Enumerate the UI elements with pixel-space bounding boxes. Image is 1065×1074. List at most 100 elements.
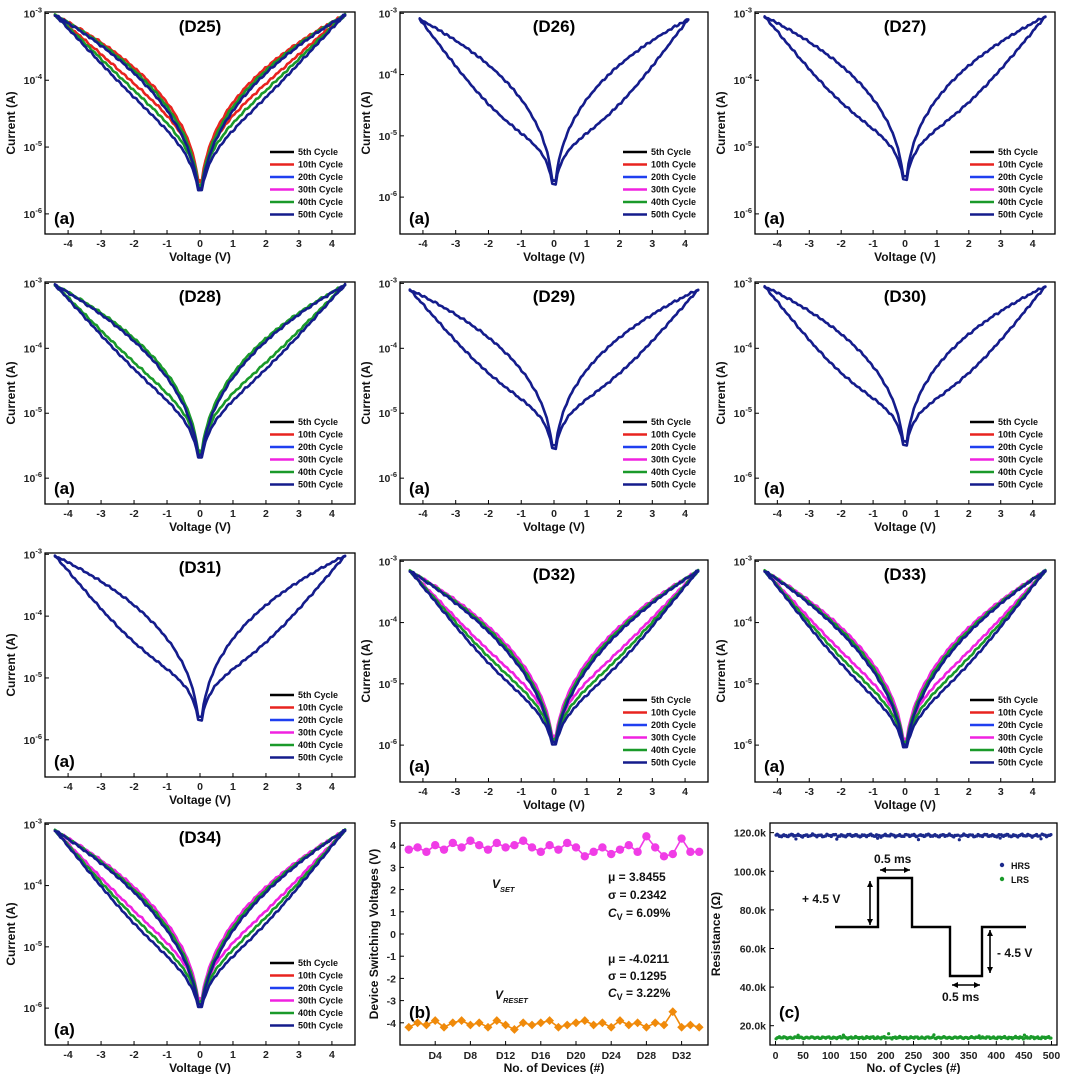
vset-point [686,847,695,857]
ytick-base: 10 [734,8,746,20]
xtick-label: 0 [773,1050,779,1062]
vreset-point [633,1018,642,1028]
ytick-label: 1 [390,907,396,919]
xtick-label: -1 [162,238,171,250]
legend-label-c30: 30th Cycle [298,455,343,465]
ytick-base: 10 [24,1003,36,1015]
vset-point [624,841,633,850]
xtick-label: -1 [517,786,526,798]
series-c50-iv-D33 [763,569,1047,749]
reset-cv-sub: V [617,992,623,1002]
legend-label-c30: 30th Cycle [998,455,1043,465]
xtick-label: 4 [682,238,688,250]
legend-hrs-marker [999,862,1005,868]
legend-label-c50: 50th Cycle [651,480,696,490]
ytick-base: 10 [24,611,36,623]
vset-point [536,847,545,857]
xtick-label: -4 [63,1049,72,1061]
vreset-point [606,1022,616,1032]
xtick-label: D12 [496,1050,515,1062]
xtick-label: 4 [682,786,688,798]
ytick-label: 10-4 [24,608,43,623]
ytick-base: 10 [24,343,36,355]
series-c50-iv-D29 [408,288,700,451]
xtick-label: 2 [263,238,269,250]
vset-point [448,838,457,848]
panel-title: (D33) [884,565,927,584]
vset-point [545,841,554,850]
reset-cv-main: C [608,986,617,1000]
xaxis-title: Voltage (V) [523,250,585,264]
xtick-label: D32 [672,1050,691,1062]
panel-label: (a) [409,479,430,498]
ytick-label: 10-3 [379,275,397,290]
xtick-label: 3 [296,238,302,250]
legend-label-c10: 10th Cycle [998,160,1043,170]
panel-endurance: 20.0k 40.0k 60.0k 80.0k 100.0k 120.0k 0 50 100 15… [709,822,1060,1074]
xtick-label: D20 [566,1050,585,1062]
ytick-exp: -3 [35,546,42,555]
vreset-point [668,1007,678,1017]
panel-title: (D29) [533,287,576,306]
xtick-label: 150 [850,1050,868,1062]
ytick-exp: -5 [390,405,397,414]
ytick-exp: -5 [35,405,42,414]
vset-point [501,843,510,852]
xtick-label: -3 [805,786,814,798]
panel-title: (D26) [533,17,576,36]
vset-point [457,843,466,852]
curves-iv-D27 [763,15,1047,182]
panel-title: (D31) [179,558,222,577]
ytick-exp: -3 [390,275,397,284]
ytick-base: 10 [379,131,391,143]
xtick-label: -2 [129,781,138,793]
vreset-point [642,1022,651,1032]
xtick-label: 0 [902,508,908,520]
ytick-exp: -3 [35,816,42,825]
panel-label: (a) [764,479,785,498]
ytick-exp: -5 [35,670,42,679]
xtick-label: -2 [484,508,493,520]
pulse-amp-plus: + 4.5 V [802,892,840,906]
legend-label-c30: 30th Cycle [651,733,696,743]
yaxis-title: Current (A) [4,91,18,154]
ytick-base: 10 [379,278,391,290]
ytick-exp: -3 [35,275,42,284]
pulse-amp-minus: - 4.5 V [997,946,1032,960]
xtick-label: -2 [836,786,845,798]
xtick-label: 2 [617,786,623,798]
vreset-point [650,1018,660,1028]
vset-point [668,849,677,859]
ytick-base: 10 [734,473,746,485]
series-c50-iv-D25 [53,13,347,192]
ytick-label: 10-5 [24,939,42,954]
legend-label-c20: 20th Cycle [998,720,1043,730]
reset-cv-value: = 3.22% [623,986,671,1000]
ytick-base: 10 [734,209,746,221]
ytick-label: 2 [390,885,396,897]
xtick-label: 3 [649,238,655,250]
ytick-base: 10 [379,192,391,204]
xtick-label: 3 [649,508,655,520]
panel-title: (D25) [179,17,222,36]
xtick-label: 4 [682,508,688,520]
lrs-point [796,1033,800,1037]
vset-point [404,845,413,854]
ytick-label: 10-3 [734,553,752,568]
vreset-point [659,1020,669,1030]
ytick-base: 10 [734,679,746,691]
vreset-point [466,1020,475,1030]
ytick-exp: -4 [35,340,42,349]
vreset-point [483,1022,493,1032]
ytick-label: 10-3 [379,5,397,20]
vreset-point [598,1018,607,1028]
panel-title: (D28) [179,287,222,306]
xtick-label: -4 [418,238,427,250]
legend-label-c5: 5th Cycle [998,417,1038,427]
ytick-label: 10-4 [734,72,753,87]
legend-label-c5: 5th Cycle [651,695,691,705]
legend-lrs-marker [999,876,1005,882]
vset-point [510,841,519,850]
panel-label: (a) [54,479,75,498]
